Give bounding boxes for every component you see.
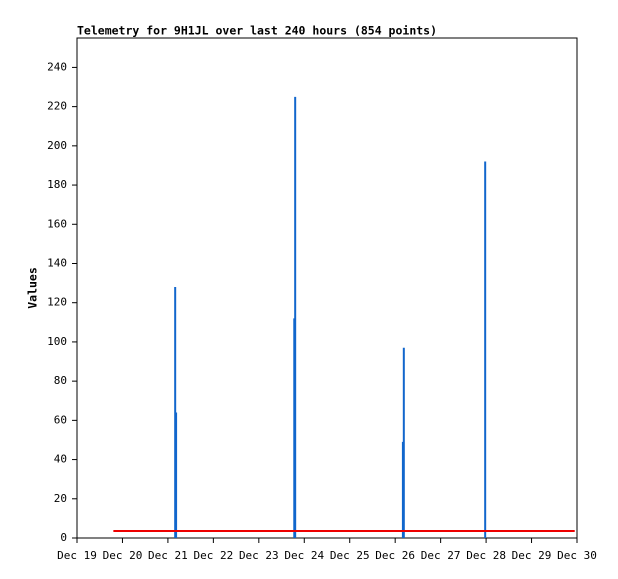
x-tick-label: Dec 21: [148, 549, 188, 562]
x-tick-label: Dec 26: [375, 549, 415, 562]
x-tick-label: Dec 24: [284, 549, 324, 562]
x-tick-label: Dec 27: [421, 549, 461, 562]
y-tick-label: 100: [47, 335, 67, 348]
x-tick-label: Dec 30: [557, 549, 597, 562]
y-tick-label: 20: [54, 492, 67, 505]
y-tick-label: 120: [47, 296, 67, 309]
y-tick-label: 0: [60, 531, 67, 544]
x-tick-label: Dec 28: [466, 549, 506, 562]
x-tick-label: Dec 29: [512, 549, 552, 562]
y-axis-label: Values: [26, 267, 40, 309]
y-tick-label: 40: [54, 453, 67, 466]
x-tick-label: Dec 23: [239, 549, 279, 562]
x-tick-label: Dec 25: [330, 549, 370, 562]
y-tick-label: 220: [47, 100, 67, 113]
y-tick-label: 160: [47, 217, 67, 230]
x-tick-label: Dec 19: [57, 549, 97, 562]
y-tick-label: 140: [47, 256, 67, 269]
x-tick-label: Dec 22: [193, 549, 233, 562]
y-tick-label: 240: [47, 60, 67, 73]
y-tick-label: 200: [47, 139, 67, 152]
plot-frame: [76, 37, 578, 539]
y-tick-label: 60: [54, 413, 67, 426]
chart-title: Telemetry for 9H1JL over last 240 hours …: [77, 24, 437, 38]
y-tick-label: 180: [47, 178, 67, 191]
y-tick-label: 80: [54, 374, 67, 387]
x-tick-label: Dec 20: [103, 549, 143, 562]
